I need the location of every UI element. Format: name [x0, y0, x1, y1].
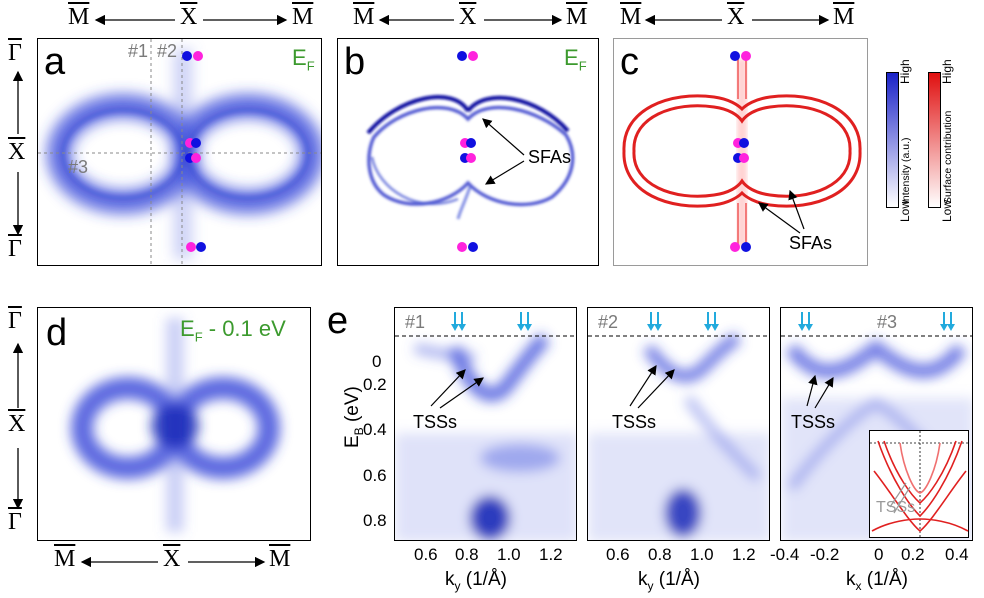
bottom-label-d-M-left: M — [54, 546, 76, 572]
kx-tick-0: -0.4 — [770, 545, 800, 564]
top-label-c-M-right: M — [833, 4, 855, 30]
panel-d-spectral-map — [71, 318, 280, 532]
energy-tick-3: 0.6 — [363, 466, 387, 485]
panel-d-letter: d — [46, 312, 68, 354]
ky1-tick-1: 0.8 — [455, 545, 479, 564]
top-arrows — [94, 14, 830, 26]
panel-a-fermi-map: a #1 #2 #3 EF — [37, 38, 322, 266]
panel-b-energy-label: EF — [564, 45, 587, 74]
left-label-d-X: X — [8, 411, 26, 437]
cut-label-2: #2 — [157, 41, 178, 61]
inset-band-structure — [870, 431, 970, 539]
panel-e-cut2-label: #2 — [598, 312, 619, 332]
panel-a-energy-label: EF — [292, 45, 315, 74]
panel-a-spectral-map — [38, 39, 321, 265]
panel-e-cut3-tsss-label: TSSs — [791, 412, 836, 432]
panel-b-curvature-map: b EF SFAs — [337, 38, 599, 266]
surface-colorbar — [928, 72, 941, 208]
left-label-a-gamma-top: Γ — [8, 40, 22, 66]
left-label-d-gamma-top: Γ — [8, 308, 22, 334]
cut-label-1: #1 — [128, 41, 149, 61]
panel-c-contours — [622, 51, 862, 252]
panel-a-letter: a — [44, 41, 66, 83]
cut-label-3: #3 — [68, 157, 89, 177]
panel-b-sfas-label: SFAs — [528, 147, 572, 167]
kx-tick-1: -0.2 — [810, 545, 840, 564]
intensity-high-label: High — [898, 59, 912, 84]
surface-title: Surface contribution — [942, 110, 954, 204]
left-label-a-X: X — [8, 139, 26, 165]
panel-e-cut2-tsss-label: TSSs — [612, 412, 657, 432]
top-label-c-M-left: M — [620, 4, 642, 30]
panel-e-cut1-label: #1 — [405, 312, 426, 332]
kx-axis-label: kx (1/Å) — [846, 569, 908, 593]
panel-e-inset-calculation: TSSs — [869, 430, 970, 539]
surface-high-label: High — [940, 59, 954, 84]
ky1-tick-0: 0.6 — [414, 545, 438, 564]
kx-tick-2: 0 — [874, 545, 884, 564]
kx-tick-3: 0.2 — [901, 545, 925, 564]
bottom-arrows-d — [80, 556, 266, 568]
top-label-c-X: X — [727, 4, 745, 30]
panel-c-letter: c — [620, 41, 639, 83]
top-label-a-M-left: M — [68, 4, 90, 30]
left-arrows-d — [12, 342, 24, 510]
inset-tsss-label: TSSs — [876, 499, 916, 516]
energy-tick-4: 0.8 — [363, 511, 387, 530]
panel-d-energy-label: EF - 0.1 eV — [180, 316, 286, 345]
top-label-a-M-right: M — [292, 4, 314, 30]
top-label-b-X: X — [459, 4, 477, 30]
left-label-d-gamma-bottom: Γ — [8, 509, 22, 535]
panel-c-sfas-label: SFAs — [789, 233, 833, 253]
panel-e-cut3: #3 TSSs TSSs — [780, 307, 973, 541]
ky2-axis-label: ky (1/Å) — [638, 569, 700, 593]
kx-tick-4: 0.4 — [945, 545, 969, 564]
intensity-colorbar — [886, 72, 899, 208]
ky1-tick-2: 1.0 — [497, 545, 521, 564]
energy-tick-1: 0.2 — [363, 375, 387, 394]
bottom-label-d-M-right: M — [269, 546, 291, 572]
intensity-title: Intensity (a.u.) — [900, 137, 912, 204]
panel-e-cut2: #2 TSSs — [587, 307, 770, 541]
energy-tick-0: 0 — [372, 352, 382, 371]
ky2-tick-3: 1.2 — [732, 545, 756, 564]
ky2-tick-0: 0.6 — [606, 545, 630, 564]
ky2-tick-2: 1.0 — [690, 545, 714, 564]
ky1-axis-label: ky (1/Å) — [445, 569, 507, 593]
panel-d-constant-energy-map: d EF - 0.1 eV — [37, 307, 311, 541]
ky2-tick-1: 0.8 — [648, 545, 672, 564]
top-label-b-M-right: M — [566, 4, 588, 30]
top-label-a-X: X — [180, 4, 198, 30]
panel-b-contours — [366, 51, 575, 252]
panel-e-cut1-tsss-label: TSSs — [413, 412, 458, 432]
left-label-a-gamma-bottom: Γ — [8, 236, 22, 262]
panel-b-letter: b — [344, 41, 366, 83]
panel-c-calculated-map: c SFAs — [613, 38, 868, 266]
panel-e-letter: e — [327, 300, 349, 342]
panel-e-cut3-label: #3 — [877, 312, 898, 332]
top-label-b-M-left: M — [353, 4, 375, 30]
bottom-label-d-X: X — [163, 546, 181, 572]
panel-e-cut1: #1 TSSs — [394, 307, 577, 541]
left-arrows-a — [12, 70, 24, 236]
ky1-tick-3: 1.2 — [539, 545, 563, 564]
energy-tick-2: 0.4 — [363, 420, 387, 439]
panel-e-cut1-spectrum — [395, 312, 576, 540]
panel-e-cut2-spectrum — [588, 312, 769, 540]
